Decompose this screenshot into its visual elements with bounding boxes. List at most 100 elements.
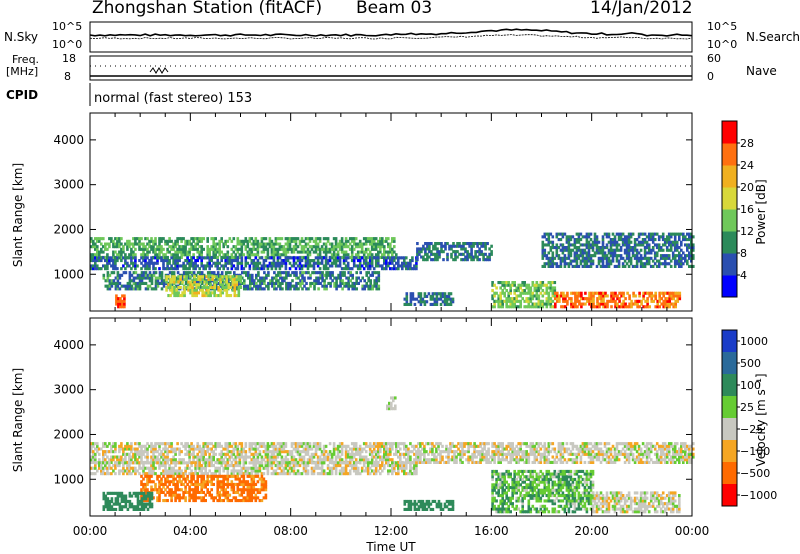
data-cell xyxy=(237,277,241,281)
data-cell xyxy=(381,458,384,462)
data-cell xyxy=(587,450,591,454)
data-cell xyxy=(525,455,528,459)
data-cell xyxy=(407,458,410,462)
data-cell xyxy=(686,232,689,236)
data-cell xyxy=(643,238,647,242)
data-cell xyxy=(557,232,561,236)
data-cell xyxy=(356,245,360,249)
data-cell xyxy=(559,447,563,451)
data-cell xyxy=(166,442,169,446)
data-cell xyxy=(517,452,520,456)
data-cell xyxy=(238,458,242,462)
data-cell xyxy=(174,264,177,268)
data-cell xyxy=(515,450,518,454)
data-cell xyxy=(519,283,522,287)
freq-wiggle xyxy=(149,67,169,74)
data-cell xyxy=(294,247,298,251)
data-cell xyxy=(342,245,346,249)
data-cell xyxy=(547,251,551,255)
data-cell xyxy=(609,262,613,266)
data-cell xyxy=(228,237,232,241)
data-cell xyxy=(647,259,651,263)
data-cell xyxy=(645,458,649,462)
data-cell xyxy=(262,267,266,271)
data-cell xyxy=(454,255,457,259)
data-cell xyxy=(240,253,244,257)
data-cell xyxy=(308,239,312,243)
data-cell xyxy=(658,291,661,295)
data-cell xyxy=(557,458,561,462)
data-cell xyxy=(346,444,350,448)
data-cell xyxy=(298,264,302,268)
data-cell xyxy=(374,259,378,263)
data-cell xyxy=(657,264,661,268)
data-cell xyxy=(110,450,113,454)
data-cell xyxy=(266,447,270,451)
data-cell xyxy=(461,444,464,448)
data-cell xyxy=(206,245,209,249)
data-cell xyxy=(594,305,597,309)
data-cell xyxy=(142,253,145,257)
data-cell xyxy=(399,455,402,459)
data-cell xyxy=(180,253,183,257)
data-cell xyxy=(486,255,489,259)
data-cell xyxy=(503,447,506,451)
data-cell xyxy=(249,279,252,283)
data-cell xyxy=(605,259,609,263)
data-cell xyxy=(602,294,605,298)
data-cell xyxy=(216,259,219,263)
data-cell xyxy=(162,455,165,459)
data-cell xyxy=(419,300,423,304)
data-cell xyxy=(338,242,342,246)
data-cell xyxy=(529,294,533,298)
data-cell xyxy=(368,256,372,260)
data-cell xyxy=(216,255,219,259)
data-cell xyxy=(366,247,370,251)
data-cell xyxy=(210,271,214,275)
data-cell xyxy=(182,458,185,462)
data-cell xyxy=(667,238,671,242)
data-cell xyxy=(567,243,571,247)
data-cell xyxy=(495,447,498,451)
data-cell xyxy=(94,447,97,451)
data-cell xyxy=(370,450,374,454)
data-cell xyxy=(108,242,111,246)
data-cell xyxy=(336,253,340,257)
data-cell xyxy=(543,248,547,252)
data-cell xyxy=(212,253,215,257)
data-cell xyxy=(277,279,280,283)
data-cell xyxy=(488,252,491,256)
data-cell xyxy=(643,460,647,464)
data-cell xyxy=(160,273,164,277)
data-cell xyxy=(117,305,120,309)
data-cell xyxy=(242,450,246,454)
data-cell xyxy=(110,458,113,462)
data-cell xyxy=(292,256,296,260)
data-cell xyxy=(202,442,205,446)
data-cell xyxy=(529,291,533,295)
data-cell xyxy=(342,267,346,271)
data-cell xyxy=(452,258,455,262)
data-cell xyxy=(415,267,418,271)
data-cell xyxy=(581,259,585,263)
data-cell xyxy=(150,273,154,277)
data-cell xyxy=(419,455,422,459)
data-cell xyxy=(631,452,635,456)
data-cell xyxy=(284,264,288,268)
data-cell xyxy=(452,242,455,246)
data-cell xyxy=(592,294,595,298)
data-cell xyxy=(397,264,400,268)
data-cell xyxy=(519,455,522,459)
data-cell xyxy=(558,297,561,301)
data-cell xyxy=(214,284,218,288)
data-cell xyxy=(567,452,571,456)
data-cell xyxy=(609,251,613,255)
data-cell xyxy=(416,247,419,251)
data-cell xyxy=(391,442,394,446)
data-cell xyxy=(144,273,148,277)
data-cell xyxy=(232,255,236,259)
data-cell xyxy=(533,283,537,287)
data-cell xyxy=(690,254,693,258)
data-cell xyxy=(329,271,332,275)
data-cell xyxy=(427,460,430,464)
